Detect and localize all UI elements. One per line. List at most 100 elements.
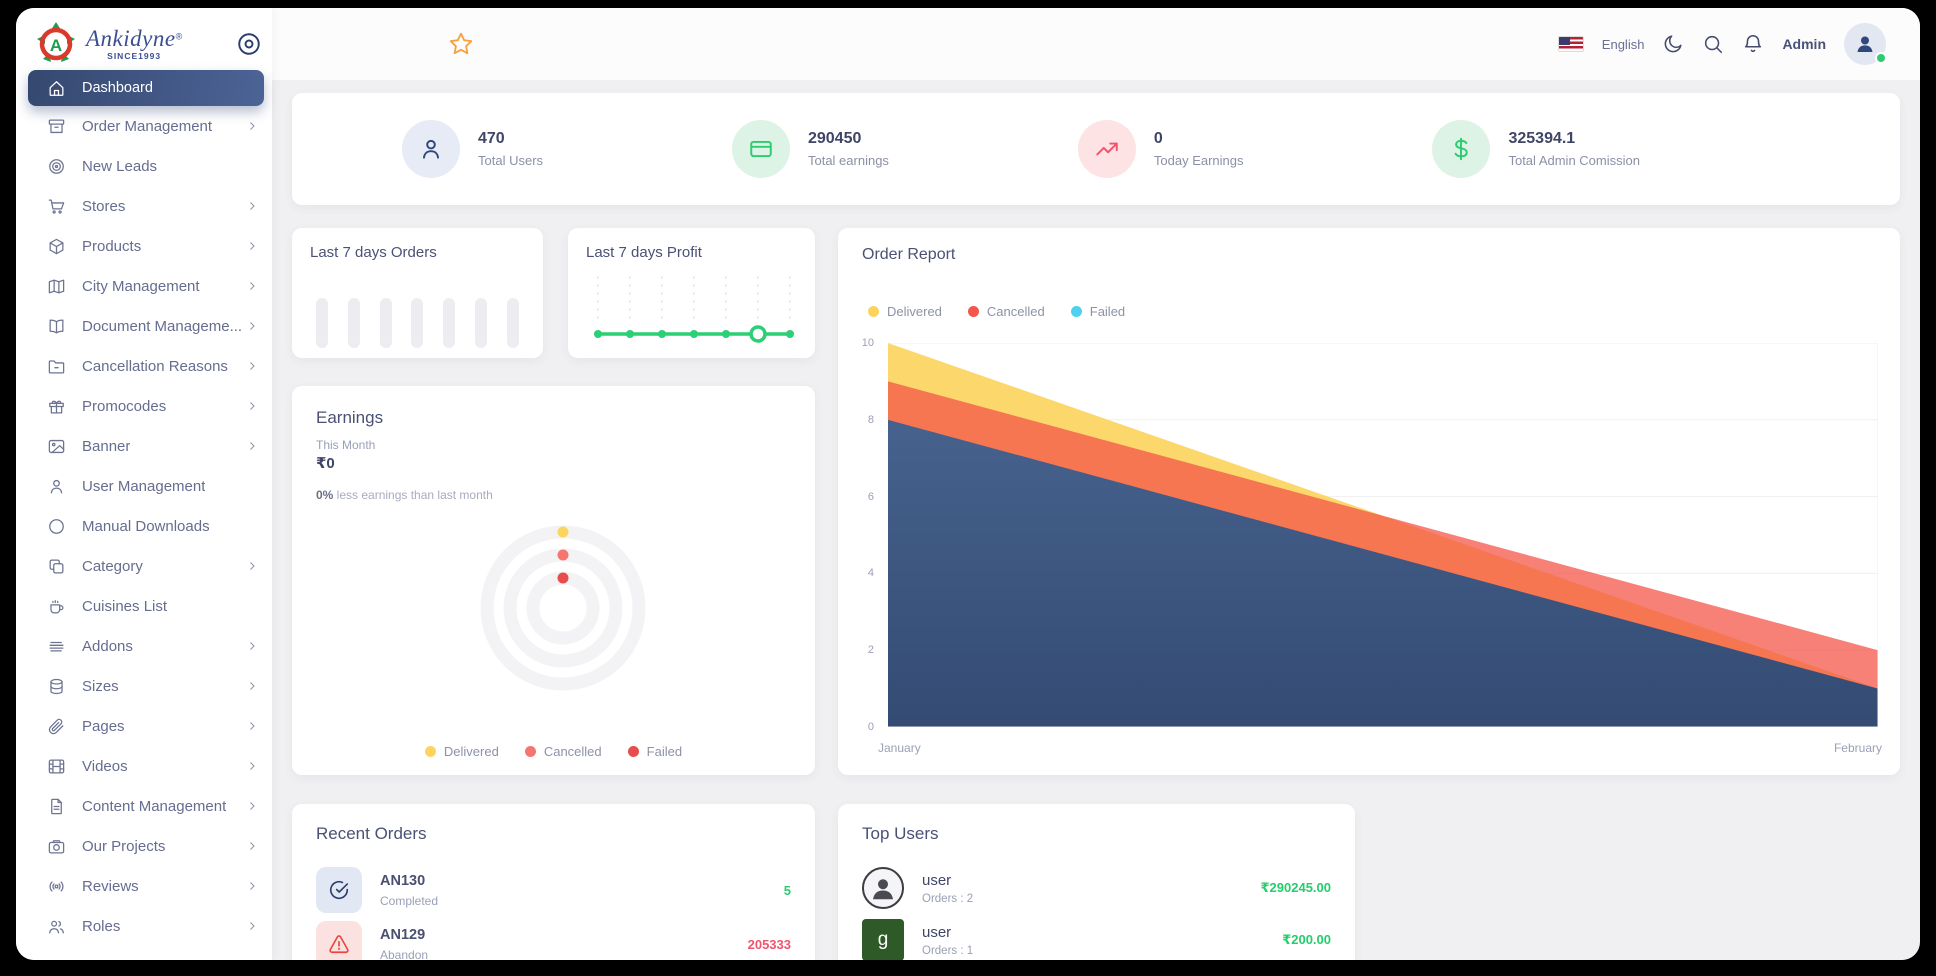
sidebar-item-label: Content Management [82, 797, 227, 815]
target-icon [46, 156, 66, 176]
sidebar-item-content-management[interactable]: Content Management [16, 786, 272, 826]
stat-total-earnings: 290450 Total earnings [731, 120, 889, 178]
chevron-right-icon [250, 842, 255, 850]
sidebar-item-roles[interactable]: Roles [16, 906, 272, 946]
y-tick-label: 8 [867, 413, 874, 426]
order-value: 205333 [747, 936, 791, 952]
sidebar-item-products[interactable]: Products [16, 226, 272, 266]
brand-text: Ankidyne® SINCE1993 [86, 26, 183, 62]
sidebar-item-label: New Leads [82, 157, 158, 175]
sidebar-item-our-projects[interactable]: Our Projects [16, 826, 272, 866]
folder-minus-icon [46, 356, 66, 376]
sidebar: A Ankidyne® SINCE1993 Dashboard Order Man… [16, 8, 272, 960]
x-axis-label-january: January [878, 741, 921, 755]
credit-card-icon [731, 120, 790, 178]
sidebar-item-pages[interactable]: Pages [16, 706, 272, 746]
sidebar-item-stores[interactable]: Stores [16, 186, 272, 226]
sidebar-item-addons[interactable]: Addons [16, 626, 272, 666]
coffee-cup-icon [46, 596, 66, 616]
y-tick-label: 4 [867, 567, 874, 580]
sidebar-item-label: Pages [82, 717, 125, 735]
legend-delivered: Delivered [868, 304, 942, 319]
sidebar-item-label: Banner [82, 437, 131, 455]
sidebar-item-category[interactable]: Category [16, 546, 272, 586]
chevron-right-icon [250, 202, 255, 210]
sidebar-item-label: Order Management [82, 117, 213, 135]
legend-failed: Failed [1070, 304, 1125, 319]
sidebar-item-label: Addons [82, 637, 133, 655]
user-letter-avatar: g [862, 919, 904, 960]
sidebar-item-city-management[interactable]: City Management [16, 266, 272, 306]
sidebar-item-reviews[interactable]: Reviews [16, 866, 272, 906]
y-tick-label: 0 [867, 721, 874, 733]
star-icon[interactable] [448, 31, 474, 57]
person-icon [1857, 36, 1873, 52]
chevron-right-icon [250, 562, 255, 570]
sidebar-item-sizes[interactable]: Sizes [16, 666, 272, 706]
sidebar-item-cuisines-list[interactable]: Cuisines List [16, 586, 272, 626]
chevron-right-icon [250, 682, 255, 690]
sidebar-item-label: Stores [82, 197, 126, 215]
y-axis-ticks: 0 2 4 6 8 10 [850, 337, 880, 733]
top-user-row[interactable]: user Orders : 2 ₹290245.00 [862, 864, 1331, 912]
sidebar-item-cancellation-reasons[interactable]: Cancellation Reasons [16, 346, 272, 386]
sidebar-item-videos[interactable]: Videos [16, 746, 272, 786]
bell-icon[interactable] [1742, 33, 1764, 55]
last-7-days-profit-card: Last 7 days Profit [568, 228, 815, 358]
user-amount: ₹290245.00 [1260, 880, 1332, 895]
user-avatar[interactable] [1844, 23, 1887, 65]
us-flag-icon[interactable] [1557, 36, 1584, 52]
sidebar-item-label: Document Manageme... [82, 317, 242, 335]
sidebar-item-label: User Management [82, 477, 206, 495]
chevron-right-icon [250, 722, 255, 730]
legend-cancelled: Cancelled [967, 304, 1045, 319]
last-7-days-orders-card: Last 7 days Orders [292, 228, 543, 358]
top-header: English Admin [272, 8, 1920, 80]
sidebar-item-manual-downloads[interactable]: Manual Downloads [16, 506, 272, 546]
user-icon [46, 476, 66, 496]
order-report-card: Order Report Delivered Cancelled Failed … [838, 228, 1900, 775]
admin-label: Admin [1782, 36, 1826, 52]
sidebar-item-promocodes[interactable]: Promocodes [16, 386, 272, 426]
top-user-row[interactable]: g user Orders : 1 ₹200.00 [862, 916, 1331, 960]
film-icon [46, 756, 66, 776]
recent-order-row[interactable]: AN130 Completed 5 [316, 866, 791, 914]
sidebar-item-label: Roles [82, 917, 121, 935]
sidebar-item-dashboard[interactable]: Dashboard [28, 70, 264, 106]
image-icon [46, 436, 66, 456]
earnings-legend: Delivered Cancelled Failed [292, 744, 815, 759]
sidebar-item-label: Videos [82, 757, 128, 775]
chevron-right-icon [250, 442, 255, 450]
search-icon[interactable] [1702, 33, 1724, 55]
brand-name: Ankidyne [86, 26, 176, 52]
circle-icon [46, 516, 66, 536]
language-label[interactable]: English [1601, 36, 1645, 52]
sidebar-item-label: Products [82, 237, 142, 255]
record-circle-icon[interactable] [236, 31, 262, 57]
sidebar-item-banner[interactable]: Banner [16, 426, 272, 466]
sidebar-item-new-leads[interactable]: New Leads [16, 146, 272, 186]
database-icon [46, 676, 66, 696]
recent-order-row[interactable]: AN129 Abandon 205333 [316, 920, 791, 960]
y-tick-label: 10 [861, 337, 874, 349]
shopping-cart-icon [46, 196, 66, 216]
brand-header: A Ankidyne® SINCE1993 [16, 8, 272, 72]
card-title: Earnings [316, 408, 384, 427]
sidebar-item-user-management[interactable]: User Management [16, 466, 272, 506]
sidebar-item-order-management[interactable]: Order Management [16, 106, 272, 146]
order-report-area-chart [888, 343, 1878, 727]
chevron-right-icon [250, 362, 255, 370]
chevron-right-icon [250, 642, 255, 650]
card-title: Top Users [862, 824, 939, 843]
moon-icon[interactable] [1662, 33, 1684, 55]
user-photo-avatar [862, 867, 904, 909]
dollar-icon [1432, 120, 1491, 178]
sidebar-item-document-manageme[interactable]: Document Manageme... [16, 306, 272, 346]
card-title: Recent Orders [316, 824, 427, 843]
user-amount: ₹200.00 [1282, 932, 1331, 947]
sidebar-item-label: Dashboard [82, 80, 153, 96]
svg-text:A: A [50, 36, 62, 55]
card-title: Order Report [862, 246, 956, 263]
trending-up-icon [1077, 120, 1136, 178]
